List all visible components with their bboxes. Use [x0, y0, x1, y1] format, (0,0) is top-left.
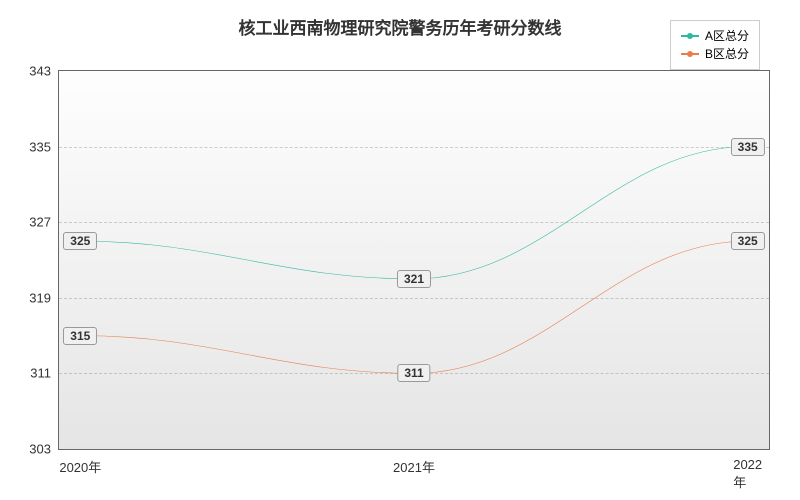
y-tick-label: 327: [29, 215, 59, 230]
data-label: 325: [63, 232, 97, 250]
chart-title: 核工业西南物理研究院警务历年考研分数线: [239, 14, 562, 39]
chart-container: 核工业西南物理研究院警务历年考研分数线 A区总分 B区总分 303 311 319 3…: [0, 0, 800, 500]
y-tick-label: 319: [29, 290, 59, 305]
data-label: 325: [731, 232, 765, 250]
y-tick-label: 335: [29, 139, 59, 154]
data-label: 311: [397, 364, 430, 382]
legend-label-a: A区总分: [705, 27, 749, 45]
x-tick-label: 2022年: [733, 449, 762, 491]
data-label: 335: [731, 138, 765, 156]
data-label: 315: [63, 327, 97, 345]
series-line: [80, 241, 747, 373]
legend-swatch-a: [681, 35, 699, 37]
legend-item-a: A区总分: [681, 27, 749, 45]
x-tick-label: 2020年: [59, 449, 101, 476]
plot-area: 3033113193273353432020年2021年2022年3253213…: [58, 70, 770, 450]
chart-lines: [59, 71, 769, 449]
series-line: [80, 147, 747, 279]
y-tick-label: 303: [29, 442, 59, 457]
data-label: 321: [397, 270, 431, 288]
legend-label-b: B区总分: [705, 45, 749, 63]
legend-swatch-b: [681, 53, 699, 55]
y-tick-label: 311: [30, 366, 59, 381]
x-tick-label: 2021年: [393, 449, 435, 476]
y-tick-label: 343: [29, 64, 59, 79]
legend-item-b: B区总分: [681, 45, 749, 63]
legend: A区总分 B区总分: [670, 20, 760, 70]
